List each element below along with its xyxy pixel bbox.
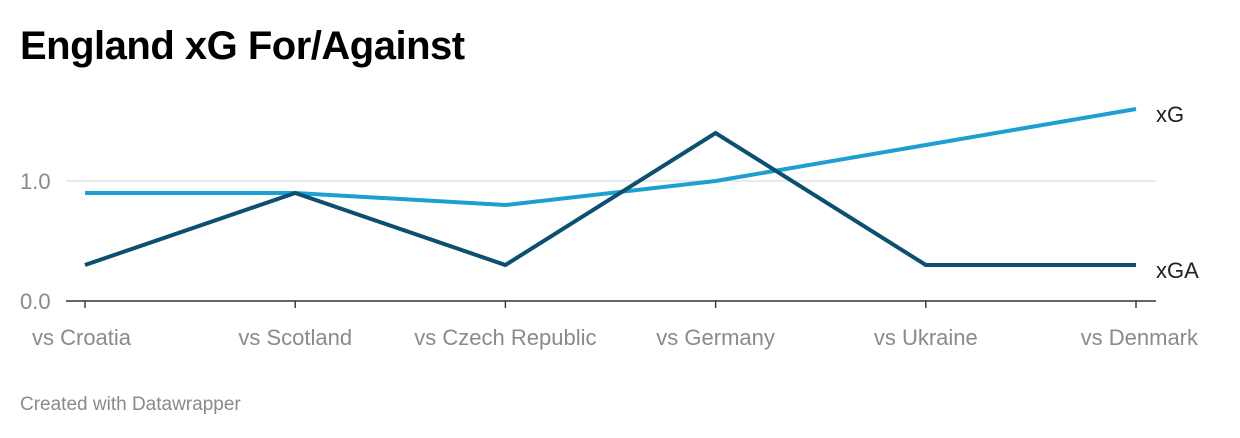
footer-credit: Created with Datawrapper — [20, 394, 241, 415]
y-tick-label: 0.0 — [20, 289, 51, 314]
chart-title: England xG For/Against — [20, 24, 465, 68]
x-tick-label: vs Denmark — [1081, 325, 1199, 350]
series-line-xg — [85, 107, 1137, 208]
x-tick-label: vs Scotland — [238, 325, 352, 350]
series-label-xga: xGA — [1156, 258, 1199, 283]
labels: xG xGA — [1156, 102, 1199, 283]
x-axis: vs Croatia vs Scotland vs Czech Republic vs… — [32, 301, 1199, 350]
series-lines — [84, 107, 1137, 268]
x-tick-label: vs Ukraine — [874, 325, 978, 350]
x-tick-label: vs Germany — [656, 325, 775, 350]
series-label-xg: xG — [1156, 102, 1184, 127]
series-line-xga — [84, 130, 1136, 268]
x-tick-label: vs Croatia — [32, 325, 132, 350]
y-tick-label: 1.0 — [20, 169, 51, 194]
x-tick-label: vs Czech Republic — [414, 325, 596, 350]
grid-lines: 0.0 1.0 — [20, 169, 1156, 314]
